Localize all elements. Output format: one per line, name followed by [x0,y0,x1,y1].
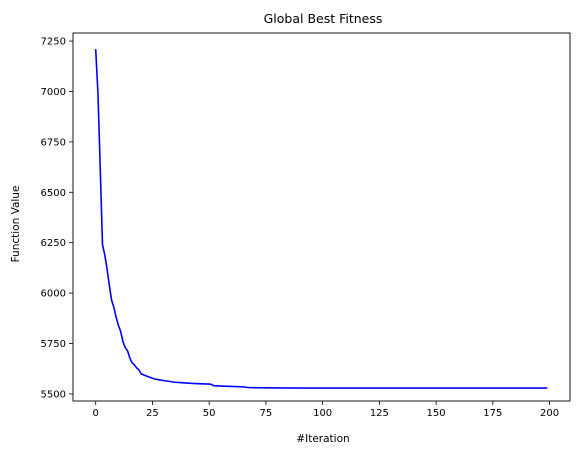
y-tick-label: 6250 [41,238,66,249]
x-tick-label: 25 [146,408,159,419]
x-tick-label: 100 [313,408,332,419]
y-tick-label: 5500 [41,389,66,400]
x-tick-label: 125 [370,408,389,419]
y-axis-label: Function Value [10,186,22,263]
y-tick-label: 6000 [41,289,66,300]
x-tick-label: 0 [93,408,99,419]
y-tick-label: 6500 [41,188,66,199]
y-tick-label: 6750 [41,137,66,148]
chart-title: Global Best Fitness [264,11,383,26]
y-tick-label: 7250 [41,37,66,48]
plot-area [72,32,571,402]
plot-frame [72,32,571,402]
x-tick-label: 75 [260,408,273,419]
x-axis: 0 25 50 75 100 125 150 175 200 [93,401,559,419]
x-tick-label: 200 [540,408,559,419]
x-axis-label: #Iteration [296,433,349,445]
series-line-0 [94,49,548,389]
x-tick-label: 175 [483,408,502,419]
x-tick-label: 50 [203,408,216,419]
x-tick-label: 150 [427,408,446,419]
y-tick-label: 5750 [41,339,66,350]
y-axis: 5500 5750 6000 6250 6500 6750 7000 7250 [41,37,73,400]
y-tick-label: 7000 [41,87,66,98]
